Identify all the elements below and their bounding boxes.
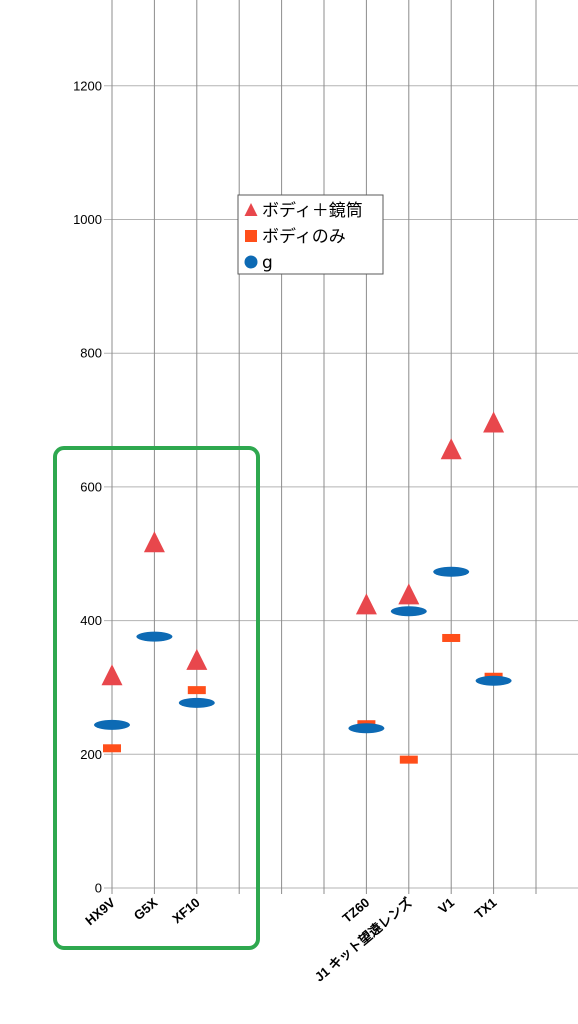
y-tick-label-400: 400 <box>80 613 102 628</box>
y-axis-ticks: 0 200 400 600 800 1000 1200 <box>73 78 102 895</box>
x-tick-label-1: G5X <box>131 895 161 923</box>
legend-marker-0 <box>244 203 258 216</box>
point-triangle-8 <box>440 438 462 460</box>
point-ellipse-1 <box>136 631 173 642</box>
point-ellipse-2 <box>178 697 215 708</box>
y-tick-label-200: 200 <box>80 747 102 762</box>
vertical-gridlines <box>111 0 537 894</box>
legend-marker-2 <box>244 255 258 269</box>
x-tick-label-2: XF10 <box>169 895 202 926</box>
point-triangle-0 <box>101 664 123 686</box>
y-tick-label-0: 0 <box>95 881 102 896</box>
legend-marker-1 <box>245 230 257 242</box>
point-ellipse-8 <box>433 566 470 577</box>
point-triangle-7 <box>398 583 420 605</box>
point-square-7 <box>399 755 418 764</box>
y-tick-label-1000: 1000 <box>73 212 102 227</box>
point-triangle-1 <box>143 531 165 553</box>
point-ellipse-7 <box>390 606 427 617</box>
point-ellipse-6 <box>348 723 385 734</box>
point-square-2 <box>187 686 206 695</box>
data-marks <box>94 411 512 764</box>
point-ellipse-9 <box>475 675 512 686</box>
highlight-box <box>53 446 260 950</box>
point-triangle-2 <box>186 648 208 670</box>
legend-frame <box>237 194 384 275</box>
legend-label-1: ボディのみ <box>262 226 346 247</box>
point-triangle-6 <box>355 593 377 615</box>
point-square-0 <box>103 744 121 753</box>
y-tick-label-600: 600 <box>80 479 102 494</box>
y-tick-label-800: 800 <box>80 346 102 361</box>
point-square-8 <box>442 633 461 642</box>
legend-label-2: g <box>262 253 273 273</box>
x-tick-label-8: V1 <box>435 895 457 917</box>
x-tick-label-9: TX1 <box>472 895 500 922</box>
x-tick-label-6: TZ60 <box>339 895 372 926</box>
y-tick-label-1200: 1200 <box>73 78 102 93</box>
x-tick-label-0: HX9V <box>82 895 118 929</box>
legend-label-0: ボディ＋鏡筒 <box>262 200 363 221</box>
point-ellipse-0 <box>94 719 130 730</box>
point-triangle-9 <box>483 411 505 433</box>
